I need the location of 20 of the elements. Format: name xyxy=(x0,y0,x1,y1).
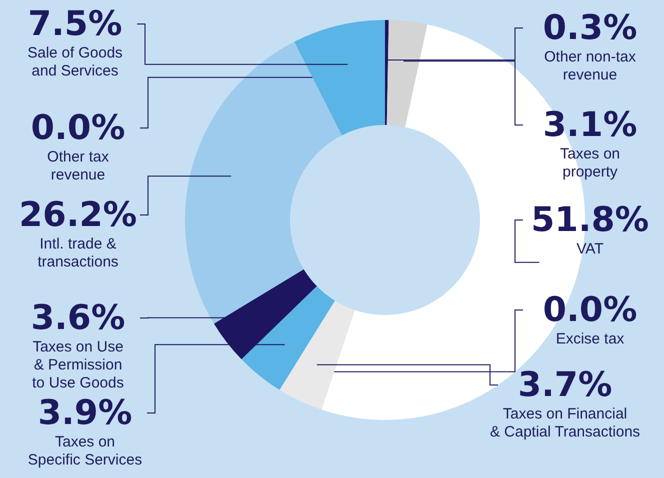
data-label: 51.8% xyxy=(531,200,649,240)
slice-label: VAT xyxy=(576,240,604,258)
slice-label: Taxes on Use & Permission to Use Goods xyxy=(32,338,124,392)
category-label: Excise tax xyxy=(556,330,624,348)
data-label: 26.2% xyxy=(19,195,137,235)
data-label: 7.5% xyxy=(28,4,122,44)
slice-label: Sale of Goods and Services xyxy=(27,44,123,80)
text: 0.0% xyxy=(30,108,126,148)
slice-label: Taxes on Specific Services xyxy=(28,434,142,468)
data-label: 3.6% xyxy=(30,298,126,338)
slice-label: Other non-tax revenue xyxy=(544,48,636,84)
slice-label: Intl. trade & transactions xyxy=(38,236,118,270)
data-label: 3.1% xyxy=(542,105,638,145)
category-label: Other tax revenue xyxy=(47,148,109,184)
slice-label: Taxes on Financial & Captial Transactions xyxy=(490,406,640,440)
text: 0.0% xyxy=(542,290,638,330)
data-label: 0.3% xyxy=(542,8,638,48)
data-label: 3.7% xyxy=(518,365,612,405)
data-label: 3.9% xyxy=(38,393,132,433)
slice-label: Taxes on property xyxy=(560,146,620,180)
